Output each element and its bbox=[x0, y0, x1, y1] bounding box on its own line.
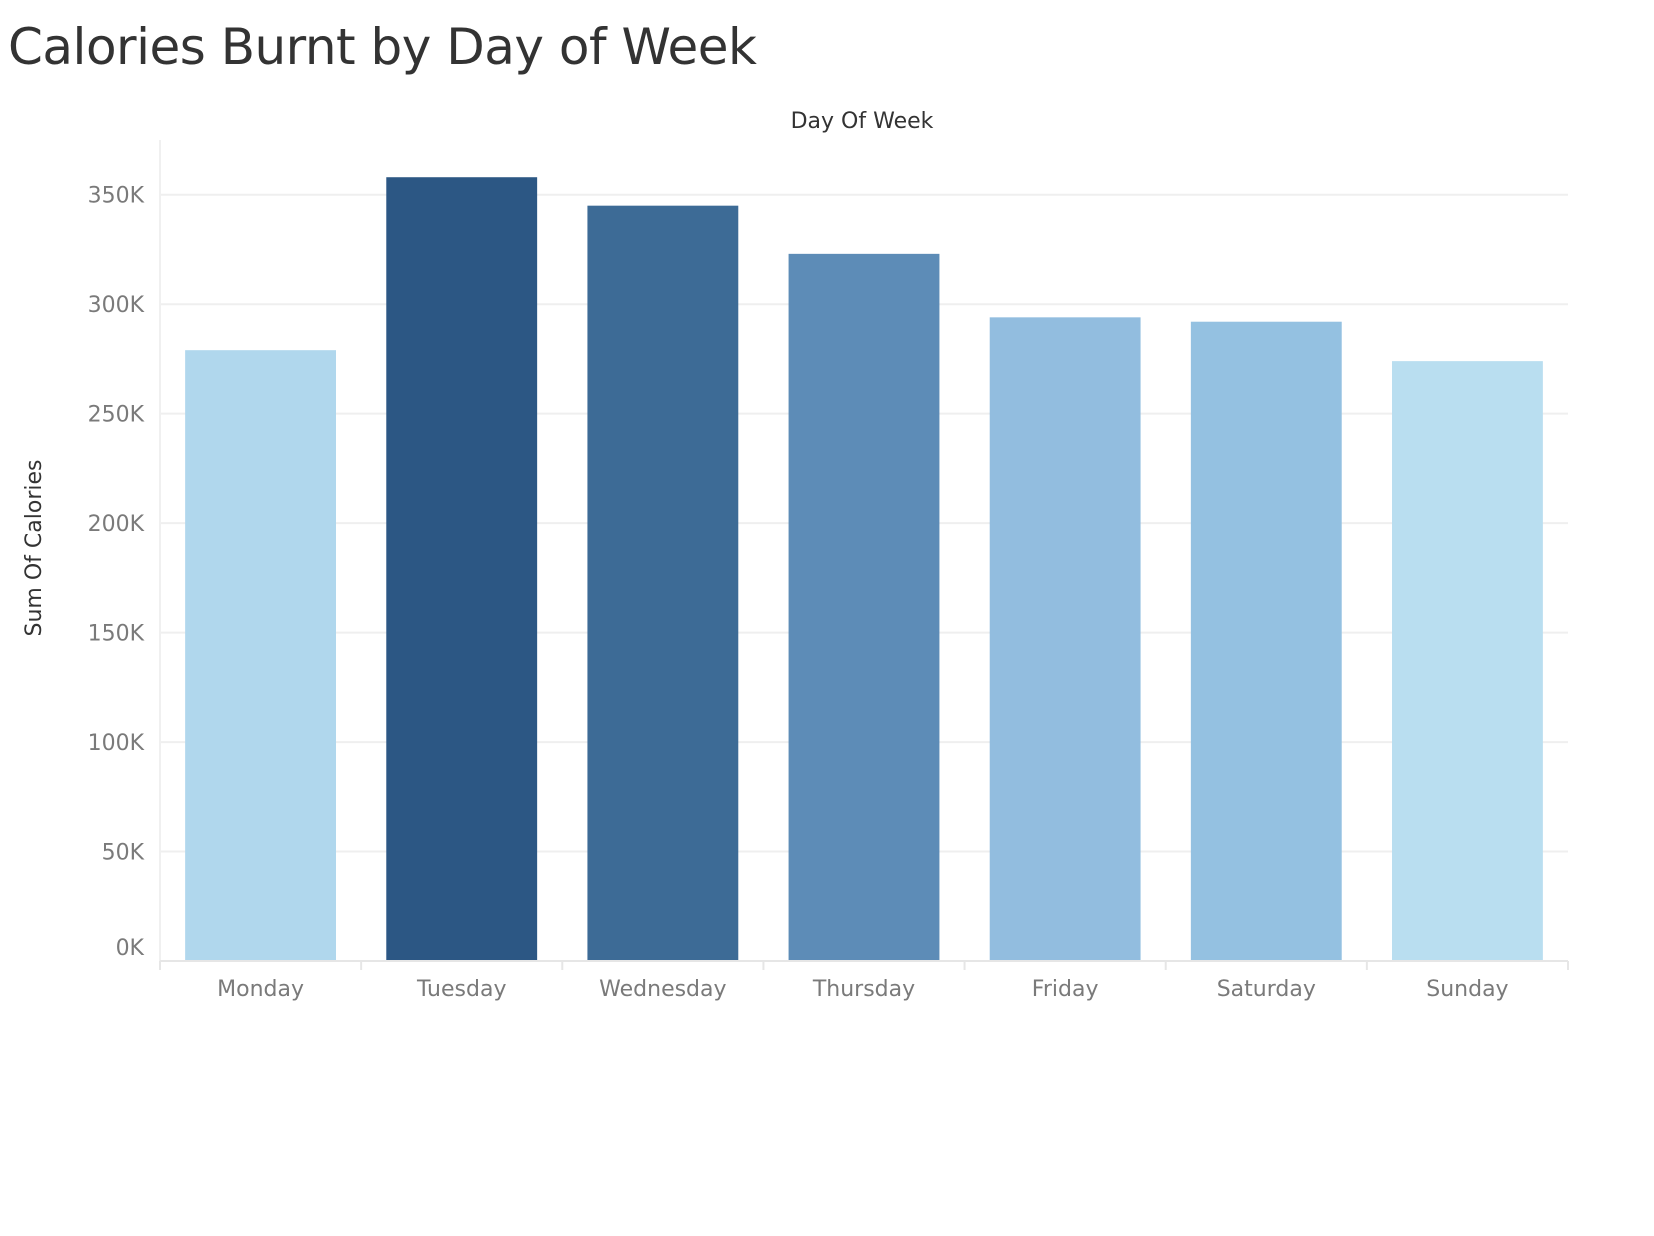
bar-tuesday[interactable] bbox=[386, 177, 538, 961]
y-tick-label: 350K bbox=[88, 184, 145, 209]
x-tick-label: Saturday bbox=[1217, 977, 1316, 1002]
chart-title: Calories Burnt by Day of Week bbox=[8, 18, 757, 76]
bar-wednesday[interactable] bbox=[587, 205, 739, 961]
bar-monday[interactable] bbox=[185, 350, 336, 961]
y-tick-label: 250K bbox=[88, 403, 145, 428]
y-tick-label: 100K bbox=[88, 731, 145, 756]
bars bbox=[185, 177, 1543, 961]
bar-sunday[interactable] bbox=[1392, 361, 1543, 961]
y-tick-label: 300K bbox=[88, 293, 145, 318]
y-tick-label: 50K bbox=[102, 841, 145, 866]
x-tick-label: Friday bbox=[1032, 977, 1099, 1002]
y-axis-title: Sum Of Calories bbox=[22, 460, 47, 637]
column-header: Day Of Week bbox=[791, 109, 934, 134]
x-tick-label: Wednesday bbox=[599, 977, 726, 1002]
x-tick-label: Thursday bbox=[812, 977, 915, 1002]
x-tick-label: Monday bbox=[217, 977, 304, 1002]
bar-saturday[interactable] bbox=[1190, 321, 1342, 961]
axes: 0K 50K 100K 150K 200K 250K 300K 350K Monday Tuesd… bbox=[88, 140, 1569, 1002]
bar-friday[interactable] bbox=[989, 317, 1141, 961]
x-tick-label: Sunday bbox=[1426, 977, 1508, 1002]
bar-thursday[interactable] bbox=[788, 253, 940, 961]
y-tick-label: 150K bbox=[88, 622, 145, 647]
x-tick-label: Tuesday bbox=[416, 977, 507, 1002]
y-tick-label: 200K bbox=[88, 512, 145, 537]
y-tick-label: 0K bbox=[116, 936, 145, 961]
